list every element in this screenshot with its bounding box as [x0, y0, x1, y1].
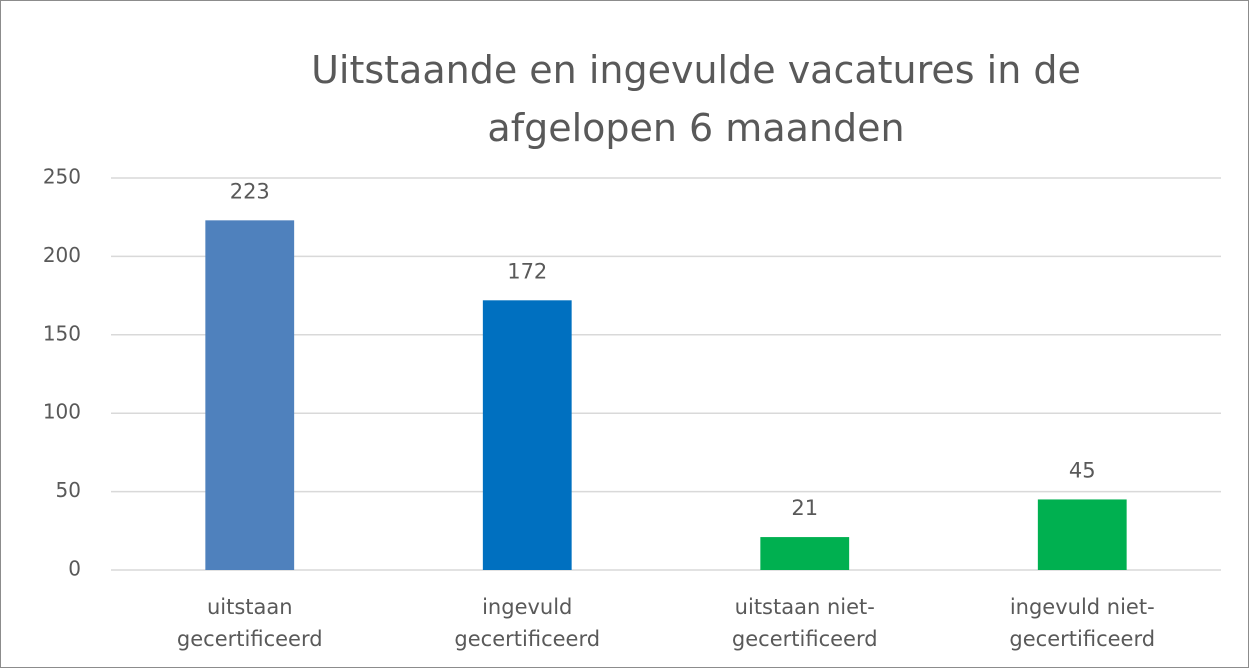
value-label: 45: [1069, 458, 1096, 482]
x-tick-label: ingevuld niet-gecertificeerd: [1009, 595, 1156, 651]
y-tick-label: 150: [43, 321, 81, 345]
y-tick-label: 0: [68, 557, 81, 581]
y-tick-label: 200: [43, 243, 81, 267]
bar: [760, 537, 850, 570]
y-tick-label: 50: [56, 478, 81, 502]
x-tick-label: uitstaan gecertificeerd: [176, 595, 323, 651]
bar: [205, 220, 295, 570]
value-label: 21: [791, 496, 818, 520]
bar: [482, 300, 572, 570]
value-label: 223: [230, 179, 270, 203]
y-tick-label: 250: [43, 165, 81, 189]
y-tick-label: 100: [43, 400, 81, 424]
bar: [1037, 499, 1127, 570]
x-tick-label: uitstaan niet-gecertificeerd: [731, 595, 878, 651]
chart-title: Uitstaande en ingevulde vacatures in de …: [311, 48, 1081, 150]
x-tick-label: ingevuld gecertificeerd: [454, 595, 601, 651]
value-label: 172: [507, 259, 547, 283]
